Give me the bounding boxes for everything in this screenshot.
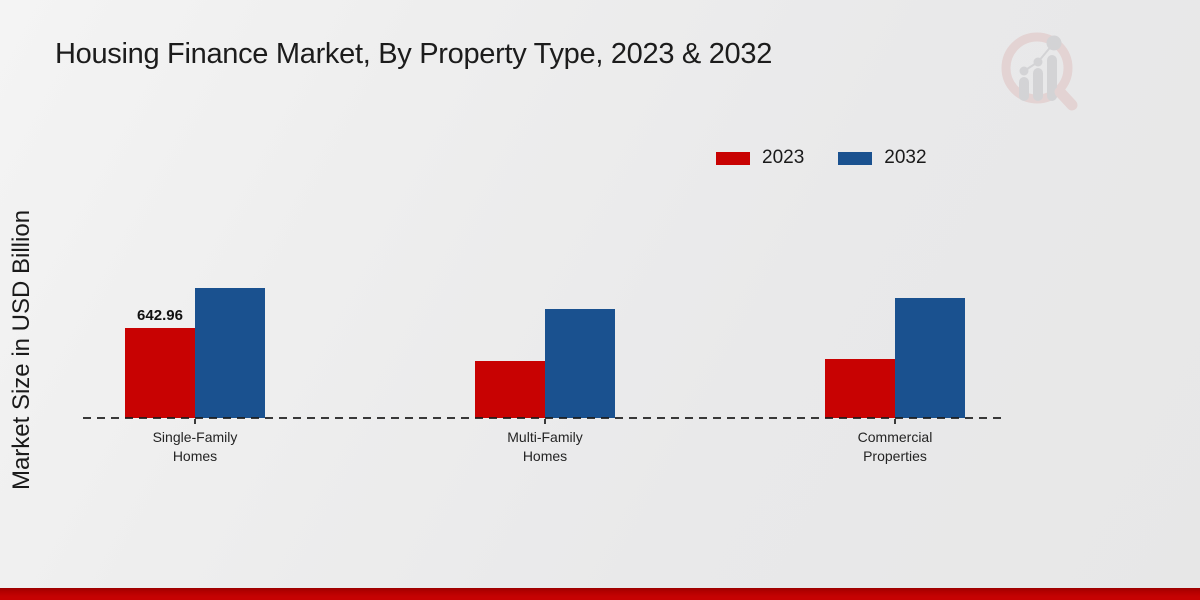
market-research-future-logo	[992, 22, 1084, 123]
legend-item-2032: 2032	[838, 147, 927, 169]
x-axis-baseline	[83, 417, 1007, 419]
bar-2023-single-family-homes	[125, 328, 195, 418]
chart-title: Housing Finance Market, By Property Type…	[55, 38, 773, 70]
legend-item-2023: 2023	[716, 147, 804, 169]
bar-2032-multi-family-homes	[545, 309, 615, 418]
bar-2023-commercial-properties	[825, 359, 895, 418]
bar-value-label: 642.96	[137, 307, 183, 324]
legend-swatch-2032	[838, 151, 873, 165]
footer-accent-bar	[0, 588, 1200, 600]
x-tick-label-multi-family-homes: Multi-Family Homes	[507, 429, 583, 464]
x-tick-label-commercial-properties: Commercial Properties	[857, 429, 933, 464]
legend-label-2023: 2023	[762, 147, 805, 168]
x-tick-label-single-family-homes: Single-Family Homes	[152, 429, 238, 464]
legend-label-2032: 2032	[884, 147, 927, 168]
x-axis-tick-commercial-properties	[894, 419, 896, 424]
x-axis-tick-single-family-homes	[194, 419, 196, 424]
legend: 2023 2032	[716, 147, 927, 169]
bar-2032-commercial-properties	[895, 298, 965, 418]
magnifier-barchart-icon	[1001, 32, 1078, 111]
legend-swatch-2023	[716, 151, 750, 165]
x-axis-tick-multi-family-homes	[544, 419, 546, 424]
bar-2032-single-family-homes	[195, 288, 265, 418]
bar-2023-multi-family-homes	[475, 361, 545, 418]
